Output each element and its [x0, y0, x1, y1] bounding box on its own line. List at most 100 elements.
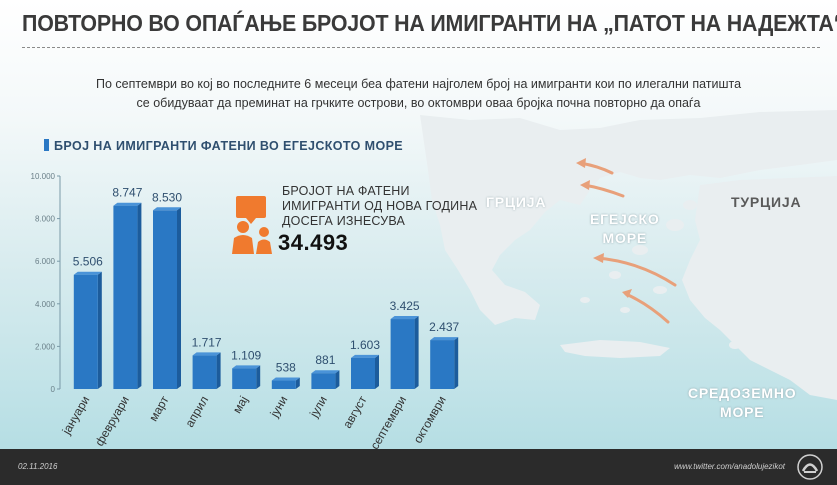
x-tick-label: јануари [59, 394, 93, 438]
bar-side [177, 207, 181, 389]
bar-front [390, 319, 415, 389]
legend-swatch [44, 139, 49, 151]
callout-total: 34.493 [278, 230, 349, 255]
bar-top [192, 352, 221, 356]
chart-legend: БРОЈ НА ИМИГРАНТИ ФАТЕНИ ВО ЕГЕЈСКОТО МО… [44, 139, 403, 153]
value-labels: 5.506 8.747 8.530 1.717 1.109 538 881 1.603 3.42… [73, 186, 460, 375]
title-divider [22, 47, 820, 48]
y-tick-label: 8.000 [35, 215, 56, 224]
x-tick-label: јули [306, 394, 330, 421]
y-axis: 0 2.000 4.000 6.000 8.000 10.000 [31, 172, 61, 394]
region-med-line-1: СРЕДОЗЕМНО [688, 385, 797, 401]
bar-front [351, 357, 375, 389]
bar-side [137, 202, 142, 389]
family-icon [232, 196, 272, 254]
region-turkey: ТУРЦИЈА [731, 194, 802, 210]
region-aegean-line-1: ЕГЕЈСКО [590, 211, 660, 227]
turkey-landmass [682, 176, 837, 400]
aegean-map [420, 110, 837, 400]
x-tick-label: април [182, 394, 211, 430]
value-label: 881 [315, 353, 335, 367]
bar-front [153, 210, 177, 389]
bar-3 [153, 207, 181, 389]
legend-label: БРОЈ НА ИМИГРАНТИ ФАТЕНИ ВО ЕГЕЈСКОТО МО… [54, 139, 404, 153]
bar-4 [192, 352, 221, 389]
subtitle-line-2: се обидуваат да преминат на грчките остр… [136, 96, 701, 110]
x-tick-label: октомври [411, 394, 449, 446]
bar-top [153, 207, 181, 211]
bar-1 [73, 271, 102, 389]
callout-text: БРОЈОТ НА ФАТЕНИ ИМИГРАНТИ ОД НОВА ГОДИН… [282, 184, 477, 229]
greece-landmass [420, 110, 837, 325]
bar-front [113, 205, 138, 389]
bar-side [414, 316, 419, 389]
bar-8 [351, 354, 379, 389]
bar-top [113, 202, 142, 206]
x-tick-label: септември [367, 394, 409, 450]
x-axis-labels: јануари февруари март април мај јуни јули авгус… [59, 393, 449, 449]
bar-side [256, 365, 261, 389]
bar-front [192, 355, 217, 389]
bar-side [335, 370, 340, 389]
bar-top [73, 271, 102, 275]
bar-side [454, 337, 459, 389]
footer-source-link[interactable]: www.twitter.com/anadolujezikot [674, 462, 785, 471]
y-tick-label: 10.000 [31, 172, 56, 181]
value-label: 1.603 [350, 338, 380, 352]
value-label: 8.747 [112, 186, 142, 200]
bar-7 [311, 370, 340, 389]
bar-top [232, 365, 261, 369]
region-greece: ГРЦИЈА [486, 194, 547, 210]
value-label: 8.530 [152, 190, 182, 204]
bar-front [271, 380, 296, 389]
y-tick-label: 0 [51, 385, 56, 394]
bars [73, 202, 459, 389]
bar-side [216, 352, 221, 389]
region-med-line-2: МОРЕ [719, 404, 765, 420]
bar-5 [232, 365, 261, 389]
bar-9 [390, 316, 419, 389]
y-tick-label: 6.000 [35, 257, 56, 266]
region-mediterranean-sea: СРЕДОЗЕМНО МОРЕ [688, 384, 796, 422]
callout-line-3: ДОСЕГА ИЗНЕСУВА [282, 214, 406, 228]
value-label: 1.109 [231, 348, 261, 362]
x-tick-label: јуни [267, 394, 291, 421]
x-tick-label: мај [230, 394, 251, 416]
crete-island [560, 340, 670, 358]
y-tick-label: 2.000 [35, 342, 56, 351]
bar-side [375, 354, 379, 389]
bar-front [232, 368, 257, 389]
agency-logo-icon [797, 454, 823, 480]
x-tick-label: август [340, 393, 370, 431]
value-label: 1.717 [192, 335, 222, 349]
bar-6 [271, 377, 300, 389]
bar-front [73, 274, 98, 389]
callout-line-2: ИМИГРАНТИ ОД НОВА ГОДИНА [282, 199, 478, 213]
region-aegean-sea: ЕГЕЈСКО МОРЕ [590, 210, 660, 248]
value-label: 5.506 [73, 255, 103, 269]
subtitle-line-1: По септември во кој во последните 6 месе… [95, 77, 742, 91]
x-tick-label: февруари [92, 394, 132, 449]
x-tick-label: март [146, 393, 172, 424]
bar-top [351, 354, 379, 358]
bar-10 [430, 337, 459, 389]
bar-front [430, 340, 455, 389]
footer-date: 02.11.2016 [18, 462, 58, 471]
bar-chart: 0 2.000 4.000 6.000 8.000 10.000 5.506 8.747 8.… [31, 172, 460, 449]
bar-top [311, 370, 340, 374]
region-aegean-line-2: МОРЕ [602, 230, 647, 246]
bar-front [311, 373, 336, 389]
bar-2 [113, 202, 142, 389]
value-label: 3.425 [390, 299, 420, 313]
bar-top [430, 337, 459, 341]
bar-side [295, 377, 300, 389]
y-tick-label: 4.000 [35, 300, 56, 309]
page-title: ПОВТОРНО ВО ОПАЃАЊЕ БРОЈОТ НА ИМИГРАНТИ … [22, 10, 837, 36]
value-label: 538 [276, 361, 296, 375]
bar-side [97, 271, 102, 389]
callout-line-1: БРОЈОТ НА ФАТЕНИ [282, 184, 410, 198]
footer-bar: 02.11.2016 www.twitter.com/anadolujeziko… [0, 449, 837, 485]
bar-top [271, 377, 300, 381]
bar-top [390, 316, 419, 320]
